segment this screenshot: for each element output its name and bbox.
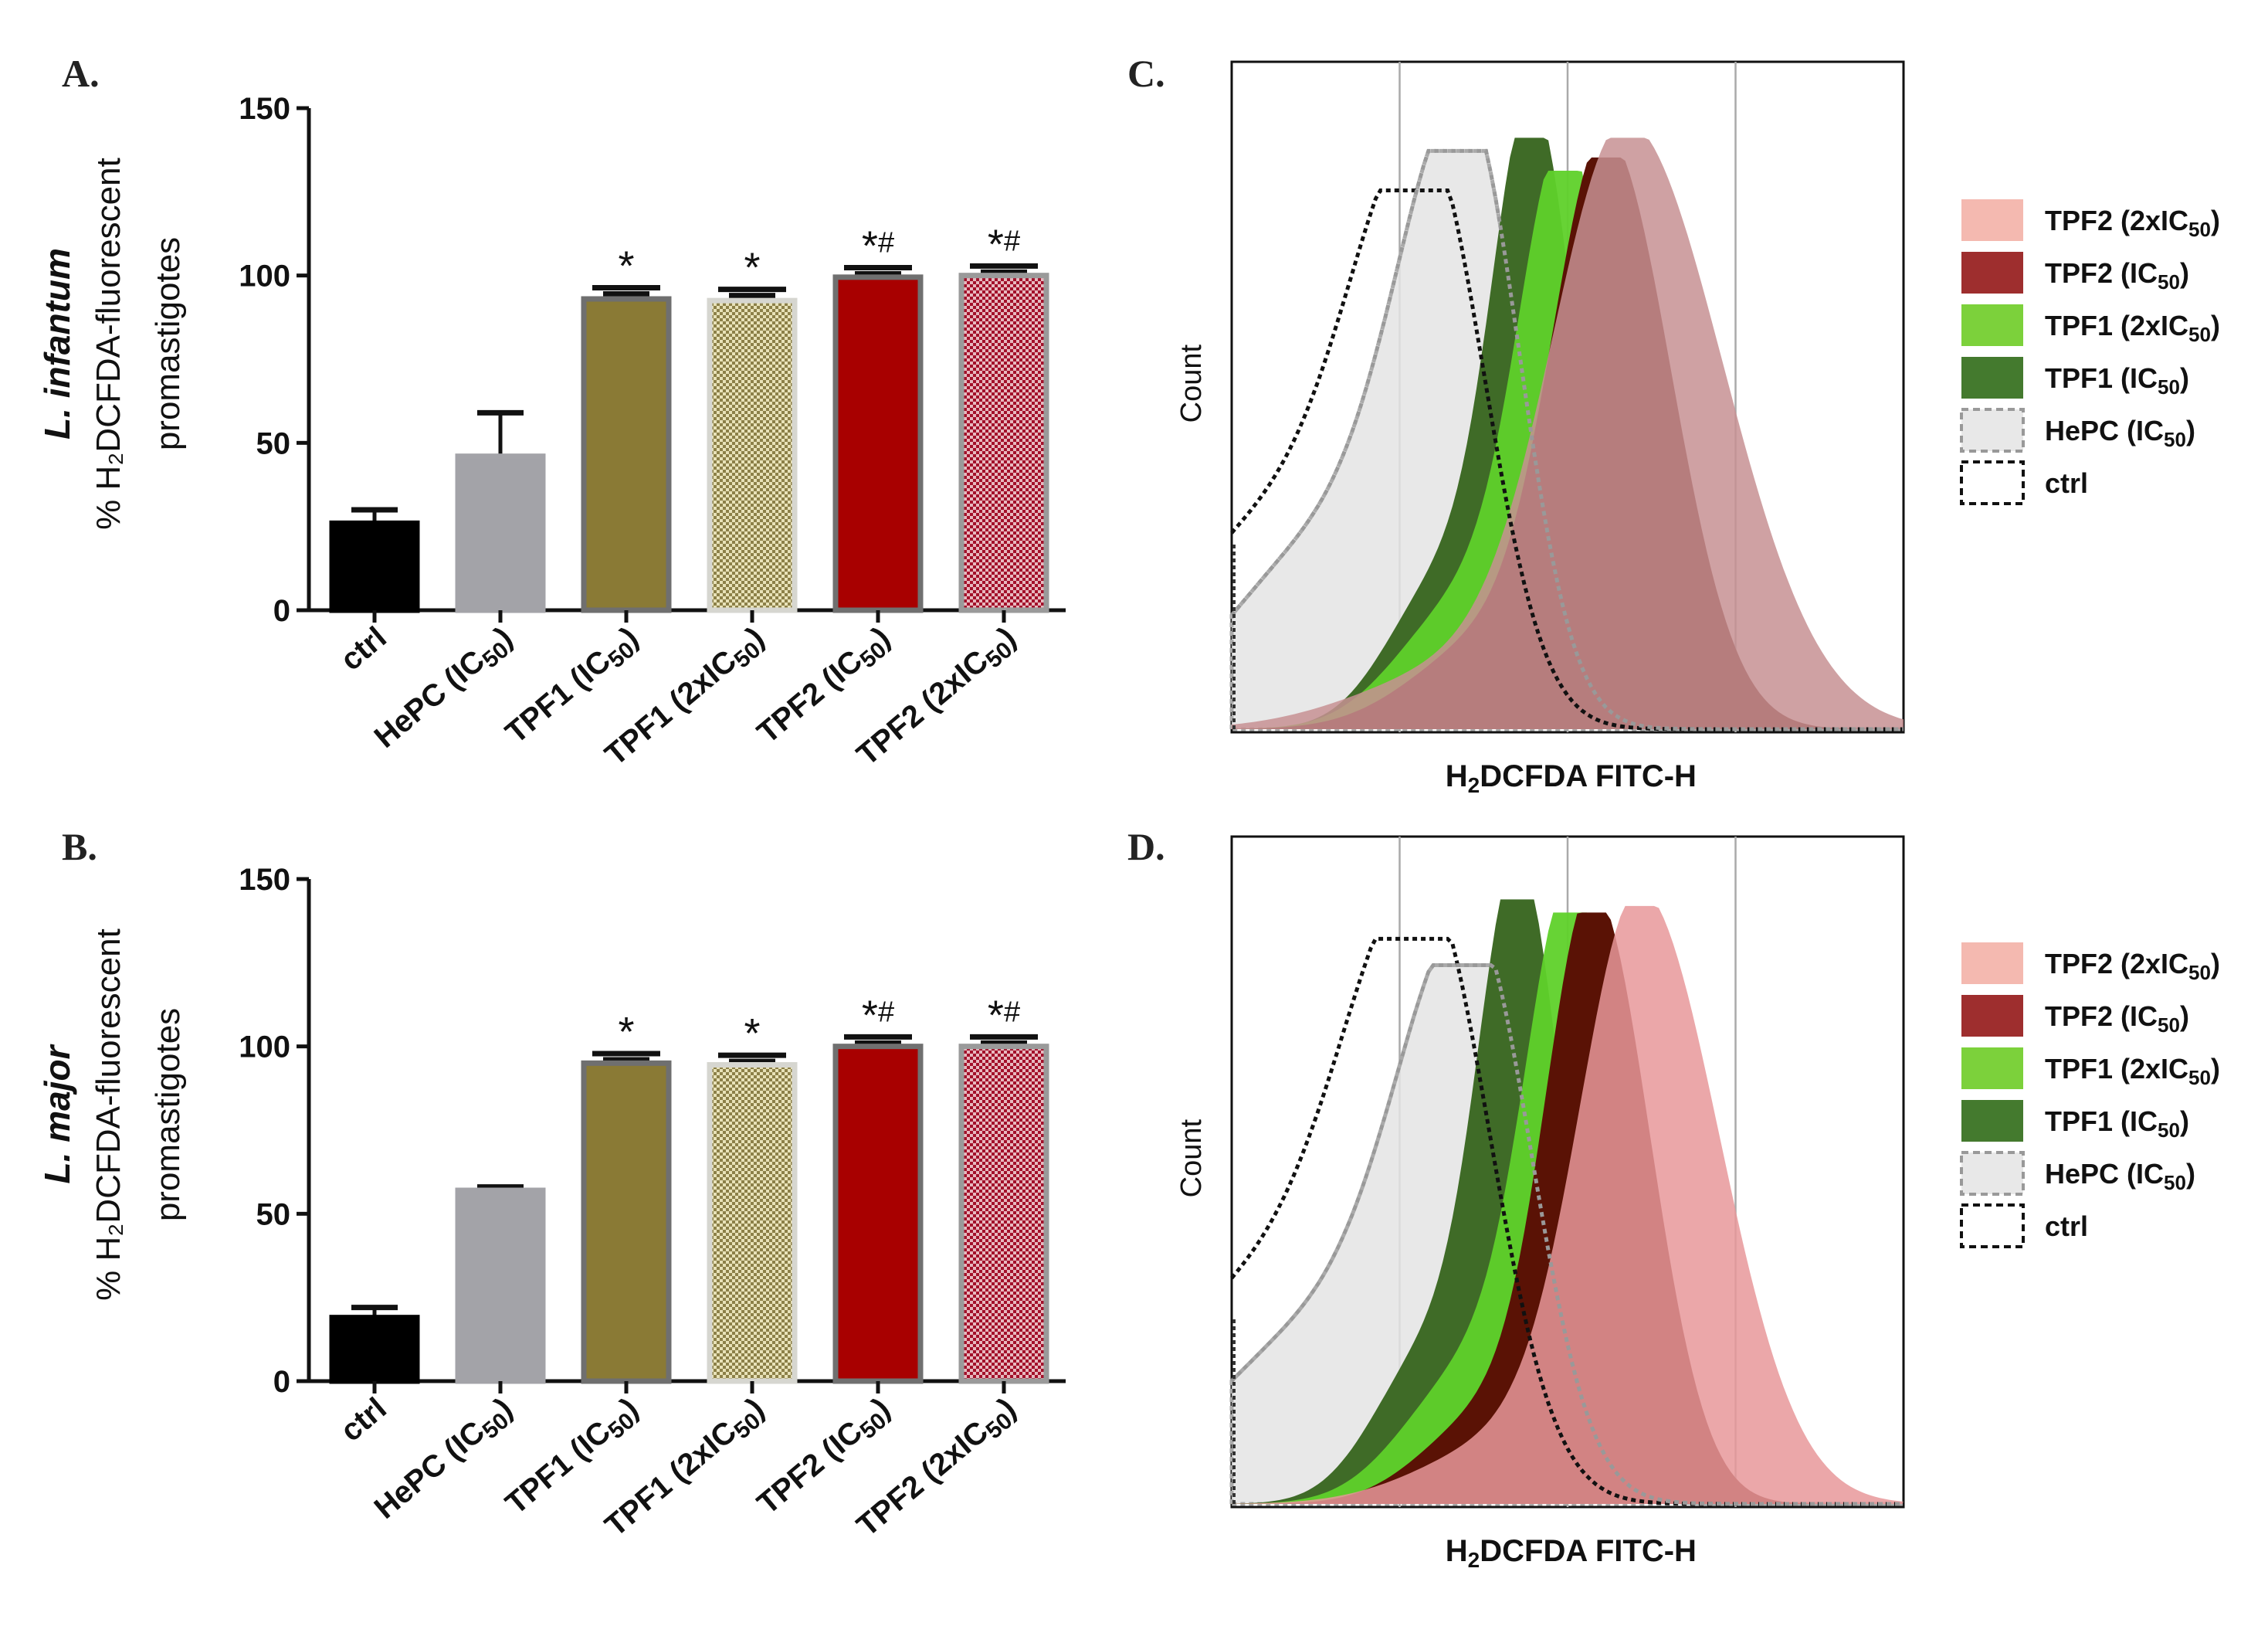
panel-a-bar-0 <box>329 520 420 613</box>
panel-c-histogram: C. Count H2DCFDA FITC-H <box>1127 52 1905 797</box>
panel-b-sig-label-5: *# <box>988 992 1020 1038</box>
panel-b-bar-2 <box>581 1060 672 1384</box>
panel-a-sig-label-3: * <box>744 245 760 291</box>
panel-b-ylabel-line1: % H₂DCFDA-fluorescent <box>90 928 127 1301</box>
panel-b-bar-5 <box>958 1044 1049 1384</box>
panel-a-ylabel-line1: % H₂DCFDA-fluorescent <box>90 158 127 530</box>
legend-d-label-5: ctrl <box>2045 1210 2088 1242</box>
panel-c-hist-hepc-outline <box>1230 148 1904 732</box>
panel-b-category-label-1: HePC (IC50) <box>368 1391 522 1529</box>
legend-c-label-1: TPF2 (IC50) <box>2045 257 2189 294</box>
panel-c-hist-tpf2-2xic50- <box>1232 137 1904 729</box>
panel-a-species-label: L. infantum <box>37 248 77 440</box>
panel-a-ytick-label-3: 150 <box>239 92 290 126</box>
panel-b-bar-1 <box>455 1187 546 1384</box>
panel-a-bar-3 <box>707 297 798 613</box>
legend-c-swatch-1 <box>1961 252 2023 294</box>
legend-d-label-0: TPF2 (2xIC50) <box>2045 948 2220 984</box>
panel-d-histogram: D. Count H2DCFDA FITC-H <box>1127 825 1905 1572</box>
panel-b-bar-3 <box>707 1062 798 1384</box>
panel-a-category-label-0: ctrl <box>334 620 393 677</box>
panel-d-legend: TPF2 (2xIC50) TPF2 (IC50) TPF1 (2xIC50) TPF… <box>1960 942 2220 1248</box>
panel-c-legend: TPF2 (2xIC50) TPF2 (IC50) TPF1 (2xIC50) TPF… <box>1960 199 2220 505</box>
legend-d-swatch-0 <box>1961 942 2023 984</box>
panel-b-sig-label-3: * <box>744 1010 760 1057</box>
panel-d-hist-ctrl <box>1230 936 1904 1506</box>
legend-d-label-3: TPF1 (IC50) <box>2045 1105 2189 1142</box>
panel-b-ytick-label-1: 50 <box>256 1197 291 1231</box>
panel-b-category-label-0: ctrl <box>334 1391 393 1448</box>
panel-b-ytick-label-0: 0 <box>273 1365 290 1399</box>
legend-c-swatch-0 <box>1961 199 2023 241</box>
panel-a-sig-label-5: *# <box>988 221 1020 267</box>
legend-d-label-4: HePC (IC50) <box>2045 1158 2195 1194</box>
panel-b-ytick-label-3: 150 <box>239 863 290 897</box>
legend-d-swatch-1 <box>1961 995 2023 1037</box>
legend-c-swatch-4 <box>1960 408 2025 453</box>
legend-c-swatch-2 <box>1961 304 2023 346</box>
legend-c-label-2: TPF1 (2xIC50) <box>2045 310 2220 346</box>
panel-c-count-label: Count <box>1175 344 1208 423</box>
panel-a-bar-chart: A. 0 50 100 150 % H₂DCFDA-fluorescent promast… <box>37 52 1066 772</box>
panel-a-bar-2 <box>581 296 672 613</box>
legend-d-label-2: TPF1 (2xIC50) <box>2045 1053 2220 1089</box>
panel-d-letter: D. <box>1127 825 1165 868</box>
legend-d-swatch-4 <box>1960 1151 2025 1196</box>
legend-d-label-1: TPF2 (IC50) <box>2045 1000 2189 1037</box>
panel-b-letter: B. <box>62 825 97 868</box>
panel-b-bar-chart: B. 0 50 100 150 % H₂DCFDA-fluorescent promast… <box>37 825 1066 1543</box>
panel-a-sig-label-4: *# <box>862 223 894 270</box>
panel-b-ylabel-line2: promastigotes <box>149 1008 187 1221</box>
legend-c-label-0: TPF2 (2xIC50) <box>2045 205 2220 241</box>
legend-c-label-4: HePC (IC50) <box>2045 415 2195 451</box>
panel-b-species-label: L. major <box>37 1044 77 1183</box>
legend-d-swatch-2 <box>1961 1047 2023 1089</box>
panel-a-ytick-label-2: 100 <box>239 260 290 294</box>
panel-b-sig-label-4: *# <box>862 992 894 1038</box>
legend-c-label-3: TPF1 (IC50) <box>2045 362 2189 399</box>
panel-c-x-label: H2DCFDA FITC-H <box>1446 759 1697 797</box>
panel-a-bar-5 <box>958 273 1049 613</box>
legend-d-swatch-3 <box>1961 1100 2023 1142</box>
panel-b-sig-label-2: * <box>618 1009 634 1055</box>
legend-c-swatch-3 <box>1961 357 2023 399</box>
panel-a-ylabel-line2: promastigotes <box>149 237 187 450</box>
legend-d-swatch-5 <box>1960 1203 2025 1248</box>
panel-a-letter: A. <box>62 52 100 95</box>
panel-b-bar-4 <box>832 1044 924 1384</box>
panel-a-ytick-label-0: 0 <box>273 594 290 628</box>
panel-d-count-label: Count <box>1175 1119 1208 1197</box>
panel-a-bar-1 <box>455 453 546 613</box>
panel-c-hist-ctrl <box>1230 188 1904 732</box>
panel-a-ytick-label-1: 50 <box>256 426 291 460</box>
panel-d-hist-tpf2-2xic50- <box>1232 905 1904 1504</box>
legend-c-swatch-5 <box>1960 460 2025 505</box>
panel-d-x-label: H2DCFDA FITC-H <box>1446 1534 1697 1572</box>
panel-c-letter: C. <box>1127 52 1165 95</box>
panel-a-sig-label-2: * <box>618 243 634 290</box>
panel-b-ytick-label-2: 100 <box>239 1030 290 1064</box>
panel-b-bar-0 <box>329 1315 420 1384</box>
legend-c-label-5: ctrl <box>2045 467 2088 499</box>
panel-a-bar-4 <box>832 274 924 613</box>
panel-a-category-label-1: HePC (IC50) <box>368 620 522 758</box>
